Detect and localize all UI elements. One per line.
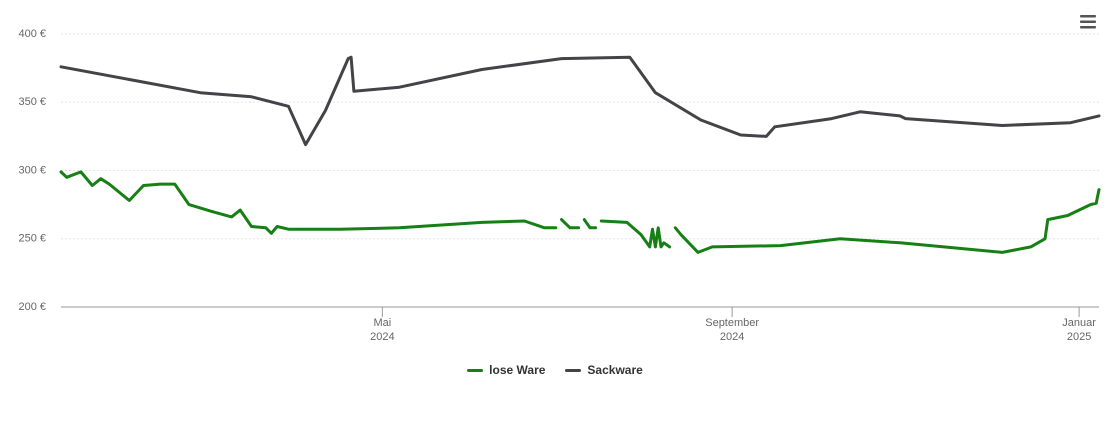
legend: lose Ware Sackware (0, 363, 1110, 377)
legend-swatch (467, 368, 484, 372)
menu-bar (1080, 26, 1096, 29)
series-line (59, 55, 1101, 147)
x-tick-label: Januar 2025 (1062, 317, 1096, 343)
menu-bar (1080, 20, 1096, 23)
legend-item[interactable]: Sackware (565, 363, 643, 377)
y-tick-label: 350 € (18, 96, 46, 108)
y-tick-label: 300 € (18, 164, 46, 176)
y-tick-label: 250 € (18, 233, 46, 245)
y-tick-label: 200 € (18, 301, 46, 313)
x-tick-label: Mai 2024 (370, 317, 395, 343)
legend-label: Sackware (587, 363, 643, 377)
y-tick-label: 400 € (18, 28, 46, 40)
legend-item[interactable]: lose Ware (467, 363, 545, 377)
x-tick-label: September 2024 (705, 317, 760, 343)
legend-label: lose Ware (489, 363, 546, 377)
legend-swatch (565, 368, 582, 372)
menu-bar (1080, 15, 1096, 18)
menu-icon[interactable] (1078, 14, 1098, 30)
series-line (59, 170, 1101, 254)
